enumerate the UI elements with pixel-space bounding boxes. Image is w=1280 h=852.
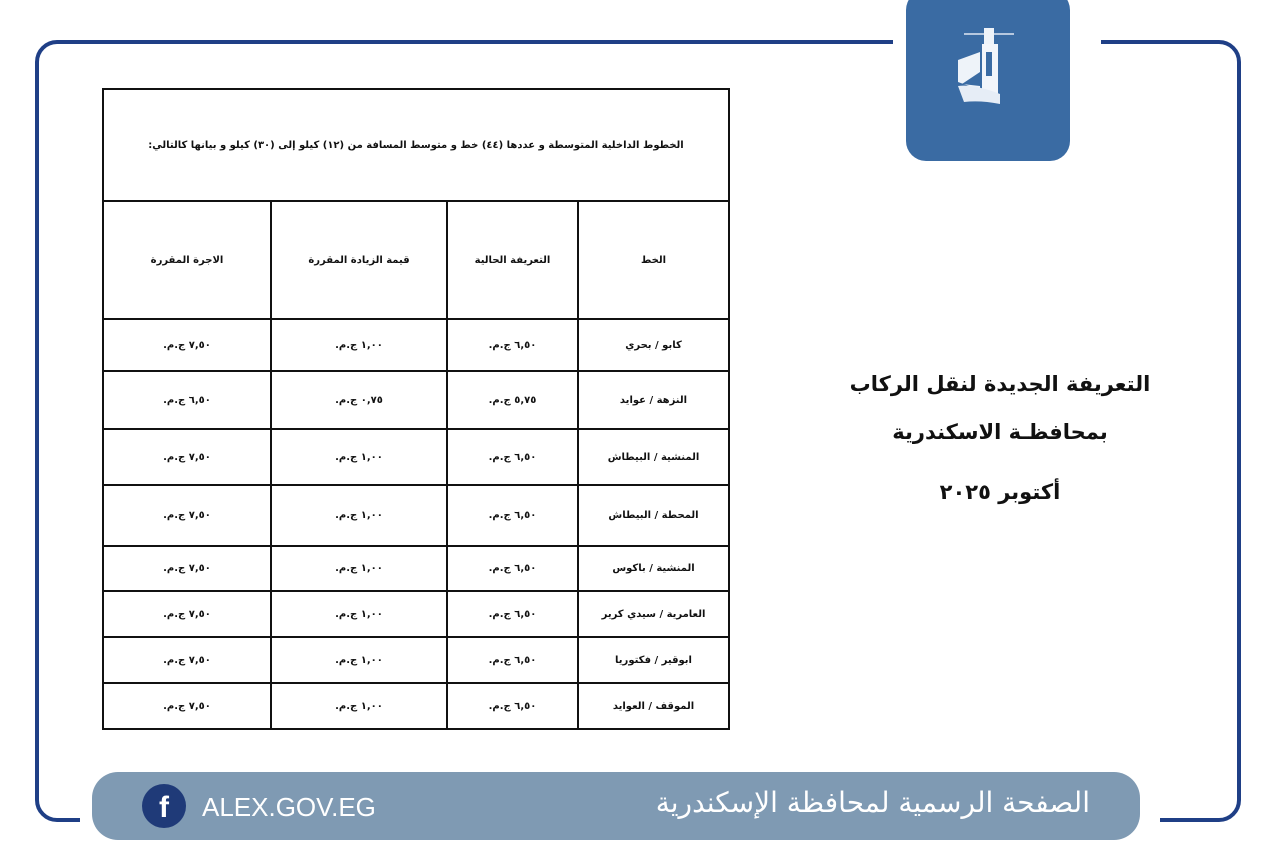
headline-date: أكتوبر ٢٠٢٥ xyxy=(939,480,1061,504)
cell-increase: ١,٠٠ ج.م. xyxy=(270,318,448,372)
cell-line: المحطة / البيطاش xyxy=(577,484,730,547)
cell-current: ٦,٥٠ ج.م. xyxy=(446,636,579,684)
table-row: الموقف / العوايد ٦,٥٠ ج.م. ١,٠٠ ج.م. ٧,٥٠ ج… xyxy=(102,682,730,730)
footer-title: الصفحة الرسمية لمحافظة الإسكندرية xyxy=(655,786,1090,819)
cell-increase: ١,٠٠ ج.م. xyxy=(270,636,448,684)
headline-line2: بمحافظـة الاسكندرية xyxy=(892,420,1108,444)
cell-line: الموقف / العوايد xyxy=(577,682,730,730)
cell-new: ٦,٥٠ ج.م. xyxy=(102,370,272,430)
cell-line: كابو / بحري xyxy=(577,318,730,372)
cell-increase: ١,٠٠ ج.م. xyxy=(270,484,448,547)
table-row: المنشية / البيطاش ٦,٥٠ ج.م. ١,٠٠ ج.م. ٧,٥٠ … xyxy=(102,428,730,486)
table-row: كابو / بحري ٦,٥٠ ج.م. ١,٠٠ ج.م. ٧,٥٠ ج.م. xyxy=(102,318,730,372)
lighthouse-icon xyxy=(958,28,1014,104)
cell-line: النزهة / عوايد xyxy=(577,370,730,430)
headline-line1: التعريفة الجديدة لنقل الركاب xyxy=(849,372,1151,396)
fare-table: الخطوط الداخلية المتوسطة و عددها (٤٤) خط… xyxy=(102,88,730,730)
header-current-fare: التعريفة الحالية xyxy=(446,200,579,320)
alexandria-logo xyxy=(906,0,1070,161)
table-row: المنشية / باكوس ٦,٥٠ ج.م. ١,٠٠ ج.م. ٧,٥٠ ج.… xyxy=(102,545,730,592)
cell-current: ٦,٥٠ ج.م. xyxy=(446,682,579,730)
cell-increase: ٠,٧٥ ج.م. xyxy=(270,370,448,430)
table-row: النزهة / عوايد ٥,٧٥ ج.م. ٠,٧٥ ج.م. ٦,٥٠ ج.م… xyxy=(102,370,730,430)
cell-new: ٧,٥٠ ج.م. xyxy=(102,545,272,592)
cell-new: ٧,٥٠ ج.م. xyxy=(102,636,272,684)
cell-line: العامرية / سيدي كرير xyxy=(577,590,730,638)
cell-new: ٧,٥٠ ج.م. xyxy=(102,484,272,547)
cell-increase: ١,٠٠ ج.م. xyxy=(270,590,448,638)
cell-current: ٦,٥٠ ج.م. xyxy=(446,545,579,592)
facebook-icon[interactable]: f xyxy=(142,784,186,828)
cell-current: ٦,٥٠ ج.م. xyxy=(446,590,579,638)
table-title: الخطوط الداخلية المتوسطة و عددها (٤٤) خط… xyxy=(102,88,730,202)
header-increase: قيمة الزيادة المقررة xyxy=(270,200,448,320)
table-row: المحطة / البيطاش ٦,٥٠ ج.م. ١,٠٠ ج.م. ٧,٥٠ ج… xyxy=(102,484,730,547)
cell-line: ابوقير / فكتوريا xyxy=(577,636,730,684)
cell-increase: ١,٠٠ ج.م. xyxy=(270,545,448,592)
cell-current: ٦,٥٠ ج.م. xyxy=(446,428,579,486)
table-row: العامرية / سيدي كرير ٦,٥٠ ج.م. ١,٠٠ ج.م. ٧,… xyxy=(102,590,730,638)
website-link[interactable]: ALEX.GOV.EG xyxy=(202,792,376,822)
cell-new: ٧,٥٠ ج.م. xyxy=(102,428,272,486)
cell-new: ٧,٥٠ ج.م. xyxy=(102,590,272,638)
cell-new: ٧,٥٠ ج.م. xyxy=(102,318,272,372)
cell-line: المنشية / باكوس xyxy=(577,545,730,592)
cell-current: ٥,٧٥ ج.م. xyxy=(446,370,579,430)
cell-increase: ١,٠٠ ج.م. xyxy=(270,682,448,730)
header-line: الخط xyxy=(577,200,730,320)
table-row: ابوقير / فكتوريا ٦,٥٠ ج.م. ١,٠٠ ج.م. ٧,٥٠ ج… xyxy=(102,636,730,684)
cell-line: المنشية / البيطاش xyxy=(577,428,730,486)
cell-current: ٦,٥٠ ج.م. xyxy=(446,484,579,547)
footer-bar: f ALEX.GOV.EG الصفحة الرسمية لمحافظة الإ… xyxy=(92,772,1140,840)
header-new-fare: الاجرة المقررة xyxy=(102,200,272,320)
cell-increase: ١,٠٠ ج.م. xyxy=(270,428,448,486)
cell-new: ٧,٥٠ ج.م. xyxy=(102,682,272,730)
cell-current: ٦,٥٠ ج.م. xyxy=(446,318,579,372)
